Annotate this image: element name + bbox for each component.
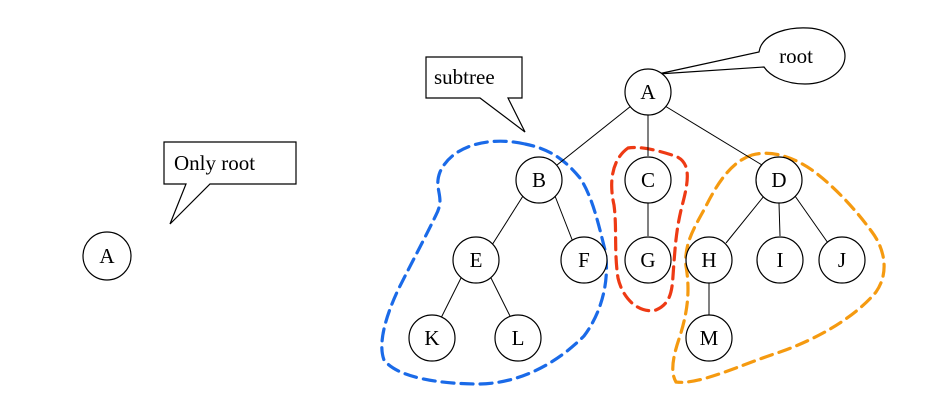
node-d: D (755, 156, 803, 204)
node-h-label: H (701, 248, 716, 272)
node-m-label: M (700, 326, 719, 350)
node-single-a-label: A (99, 244, 115, 268)
node-j: J (818, 236, 866, 284)
callout-root: root (657, 27, 846, 85)
node-f: F (560, 236, 608, 284)
node-e-label: E (470, 248, 483, 272)
callout-only-root: Only root (163, 141, 297, 225)
edge-d-h (725, 195, 765, 244)
node-a: A (624, 68, 672, 116)
callout-only-root-text: Only root (174, 151, 255, 175)
node-g: G (624, 236, 672, 284)
edge-d-i (778, 202, 781, 237)
node-a-label: A (640, 80, 656, 104)
edge-e-k (440, 275, 463, 319)
node-d-label: D (771, 168, 786, 192)
edge-a-d (664, 105, 763, 166)
node-l-label: L (512, 326, 525, 350)
node-i: I (756, 236, 804, 284)
node-m: M (685, 314, 733, 362)
subtree-c-region (610, 145, 689, 313)
node-f-label: F (578, 248, 590, 272)
node-c: C (624, 156, 672, 204)
node-i-label: I (777, 248, 784, 272)
node-k-label: K (424, 326, 439, 350)
node-g-label: G (640, 248, 655, 272)
node-l: L (494, 314, 542, 362)
node-h: H (685, 236, 733, 284)
edge-b-e (491, 195, 524, 246)
callout-subtree: subtree (425, 56, 526, 133)
edge-e-l (489, 275, 512, 319)
subtree-b-region (380, 139, 609, 386)
node-b-label: B (532, 168, 546, 192)
node-k: K (408, 314, 456, 362)
callout-root-text: root (779, 44, 813, 68)
subtree-d-region (671, 151, 886, 384)
node-j-label: J (838, 248, 846, 272)
node-b: B (515, 156, 563, 204)
edge-b-f (554, 195, 574, 243)
edge-d-j (794, 195, 829, 244)
edge-a-b (556, 105, 632, 166)
node-e: E (452, 236, 500, 284)
node-c-label: C (641, 168, 655, 192)
node-single-a: A (82, 231, 132, 281)
callout-subtree-text: subtree (434, 65, 495, 89)
